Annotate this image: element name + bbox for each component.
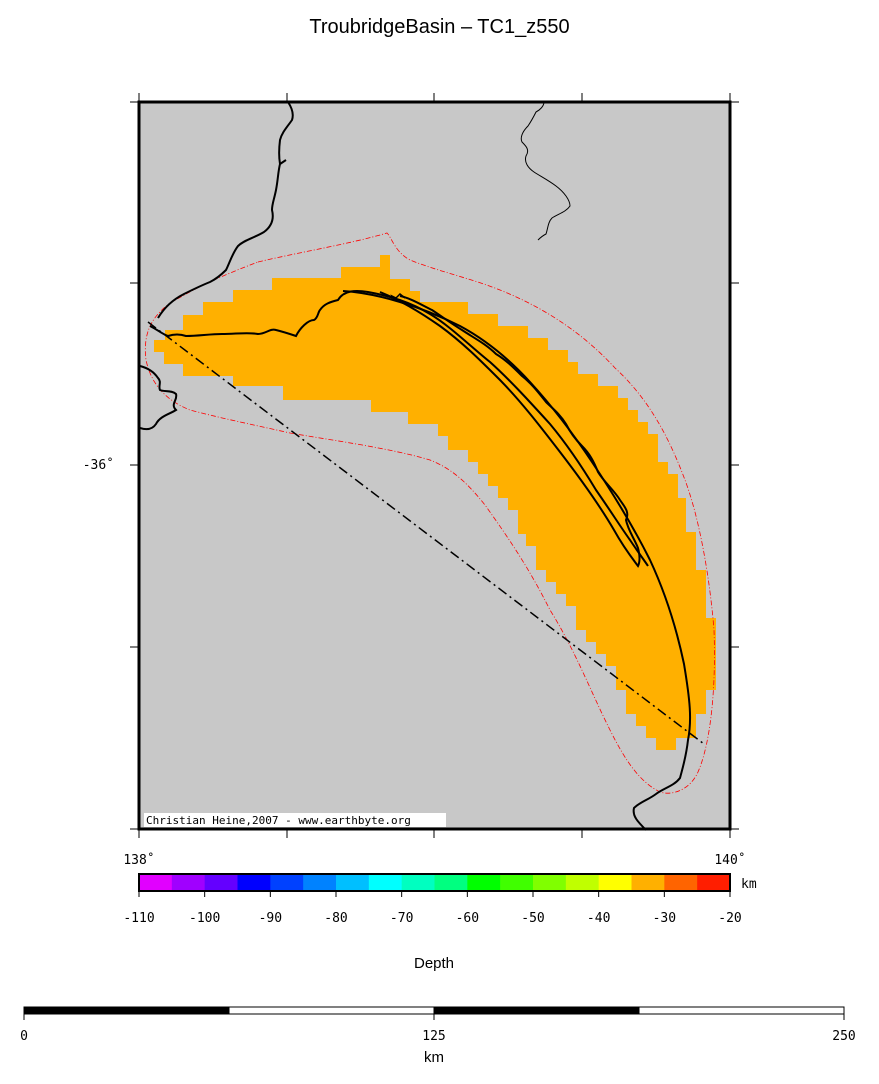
longitude-right-label: 140˚ (714, 852, 745, 868)
colorbar-tick-label: -30 (653, 911, 676, 926)
basin-outline-dashed (144, 232, 715, 794)
colorbar-tick-labels: -110 -100 -90 -80 -70 -60 -50 -40 -30 -20 (123, 891, 742, 926)
frame-ticks (130, 93, 739, 838)
colorbar-swatch (697, 874, 731, 891)
colorbar-swatch (631, 874, 665, 891)
scale-tick-2: 250 (832, 1029, 855, 1044)
colorbar-frame (138, 873, 731, 892)
scale-tick-0: 0 (20, 1029, 28, 1044)
colorbar-label: Depth (414, 955, 454, 972)
colorbar-swatch (401, 874, 435, 891)
longitude-left-label: 138˚ (123, 852, 154, 868)
basin-depth-fill (154, 255, 716, 750)
colorbar-swatch (270, 874, 304, 891)
colorbar-tick-label: -70 (390, 911, 413, 926)
coastline (139, 101, 692, 831)
colorbar-swatch (204, 874, 238, 891)
scale-tick-1: 125 (422, 1029, 445, 1044)
credit-box (144, 813, 446, 827)
scale-bar (23, 1006, 845, 1020)
colorbar-swatch (434, 874, 468, 891)
colorbar-tick-label: -40 (587, 911, 610, 926)
colorbar-unit: km (741, 877, 757, 892)
colorbar-swatch (598, 874, 632, 891)
colorbar-swatch (533, 874, 567, 891)
colorbar-swatch (565, 874, 600, 891)
colorbar-tick-label: -80 (324, 911, 347, 926)
credit-text: Christian Heine,2007 - www.earthbyte.org (146, 814, 411, 827)
colorbar-swatch (237, 874, 271, 891)
depth-colorbar (138, 873, 731, 892)
colorbar-swatch (303, 874, 337, 891)
colorbar-swatch (336, 874, 370, 891)
colorbar-tick-label: -110 (123, 911, 154, 926)
colorbar-tick-label: -50 (521, 911, 544, 926)
colorbar-tick-label: -60 (456, 911, 479, 926)
colorbar-swatch (139, 874, 173, 891)
colorbar-swatch (368, 874, 403, 891)
colorbar-swatch (500, 874, 534, 891)
colorbar-swatch (467, 874, 501, 891)
colorbar-swatch (664, 874, 698, 891)
colorbar-tick-label: -20 (718, 911, 741, 926)
colorbar-tick-label: -90 (259, 911, 282, 926)
colorbar-tick-label: -100 (189, 911, 220, 926)
scale-unit: km (424, 1049, 444, 1066)
latitude-label: -36˚ (83, 457, 114, 473)
map-title: TroubridgeBasin – TC1_z550 (309, 16, 570, 38)
profile-line (147, 321, 705, 745)
colorbar-swatch (171, 874, 206, 891)
